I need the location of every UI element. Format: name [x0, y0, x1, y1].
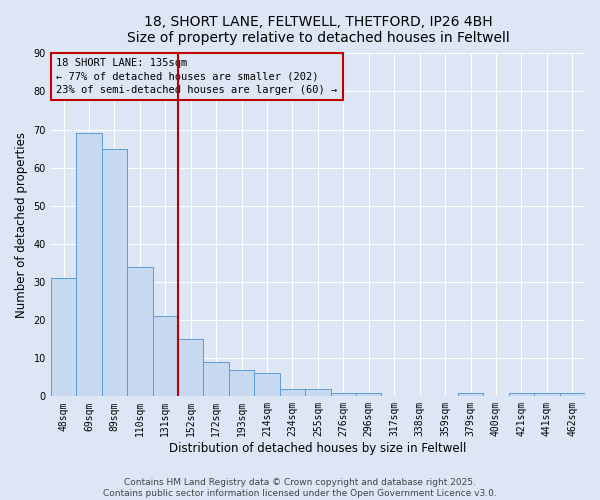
- Bar: [305, 388, 331, 396]
- X-axis label: Distribution of detached houses by size in Feltwell: Distribution of detached houses by size …: [169, 442, 467, 455]
- Bar: [356, 392, 382, 396]
- Bar: [534, 392, 560, 396]
- Bar: [229, 370, 254, 396]
- Bar: [560, 392, 585, 396]
- Text: Contains HM Land Registry data © Crown copyright and database right 2025.
Contai: Contains HM Land Registry data © Crown c…: [103, 478, 497, 498]
- Bar: [203, 362, 229, 396]
- Bar: [254, 374, 280, 396]
- Text: 18 SHORT LANE: 135sqm
← 77% of detached houses are smaller (202)
23% of semi-det: 18 SHORT LANE: 135sqm ← 77% of detached …: [56, 58, 337, 95]
- Bar: [152, 316, 178, 396]
- Bar: [127, 266, 152, 396]
- Title: 18, SHORT LANE, FELTWELL, THETFORD, IP26 4BH
Size of property relative to detach: 18, SHORT LANE, FELTWELL, THETFORD, IP26…: [127, 15, 509, 45]
- Bar: [76, 134, 101, 396]
- Bar: [178, 339, 203, 396]
- Bar: [280, 388, 305, 396]
- Bar: [331, 392, 356, 396]
- Bar: [509, 392, 534, 396]
- Y-axis label: Number of detached properties: Number of detached properties: [15, 132, 28, 318]
- Bar: [458, 392, 483, 396]
- Bar: [51, 278, 76, 396]
- Bar: [101, 148, 127, 396]
